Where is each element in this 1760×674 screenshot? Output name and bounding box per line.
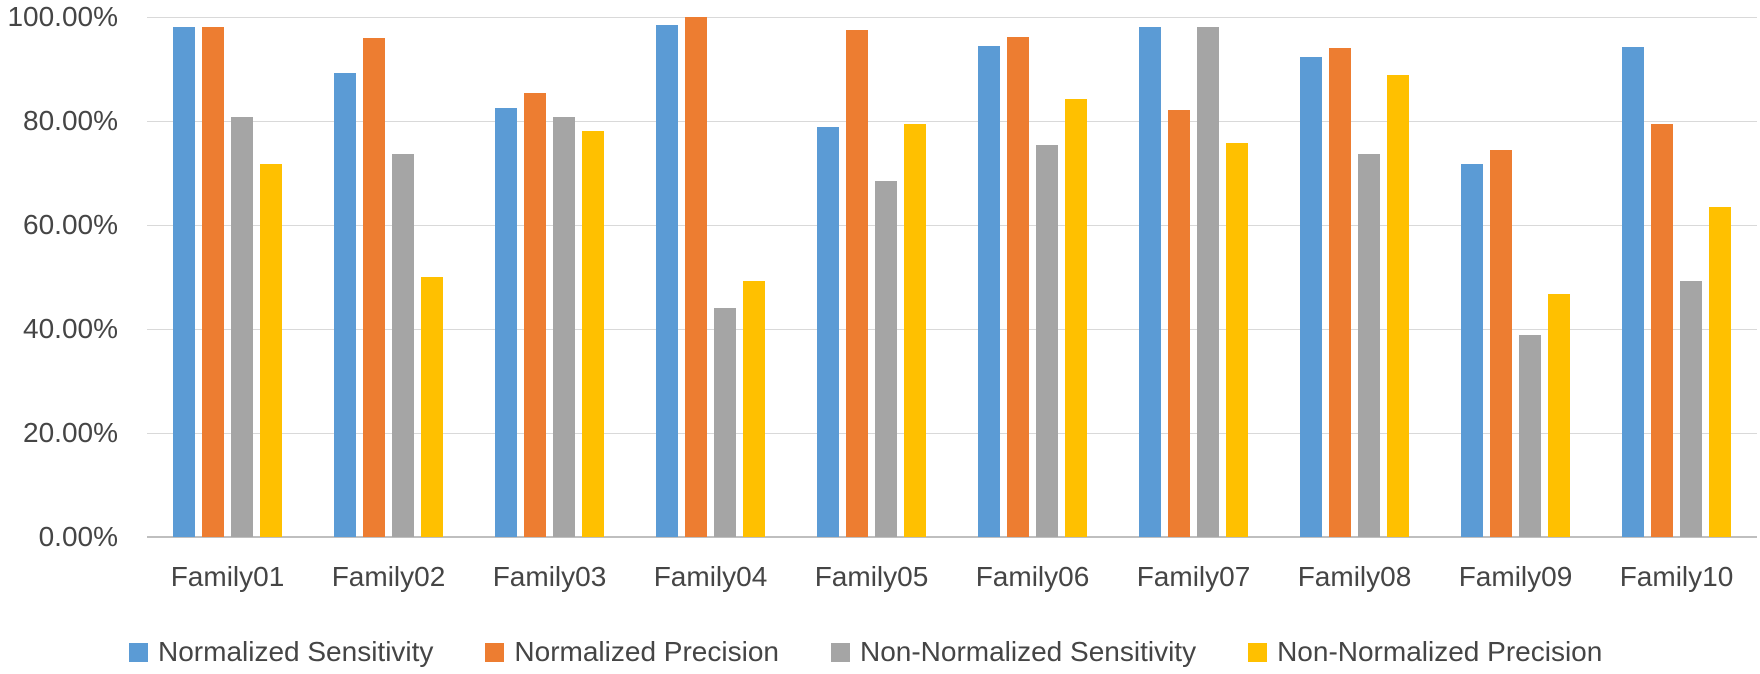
bar-group-family07 bbox=[1113, 17, 1274, 537]
legend-swatch-icon bbox=[830, 642, 850, 662]
bar-group-family04 bbox=[630, 17, 791, 537]
x-tick-label-family01: Family01 bbox=[170, 561, 285, 592]
bar-family02-normalized-sensitivity bbox=[334, 72, 356, 537]
bar-groups bbox=[147, 17, 1757, 537]
y-tick-label-0: 0.00% bbox=[38, 521, 118, 552]
bar-group-family01 bbox=[147, 17, 308, 537]
gridline-80 bbox=[147, 121, 1757, 122]
x-tick-label-family06: Family06 bbox=[975, 561, 1090, 592]
bar-family08-normalized-sensitivity bbox=[1300, 56, 1322, 537]
x-tick-label-family07: Family07 bbox=[1136, 561, 1251, 592]
bar-group-family10 bbox=[1596, 17, 1757, 537]
x-tick-label-family10: Family10 bbox=[1619, 561, 1734, 592]
gridline-40 bbox=[147, 329, 1757, 330]
bar-family06-normalized-precision bbox=[1007, 36, 1029, 537]
bar-group-family09 bbox=[1435, 17, 1596, 537]
x-tick-label-family09: Family09 bbox=[1458, 561, 1573, 592]
bar-family04-normalized-sensitivity bbox=[656, 24, 678, 537]
bar-family05-non-normalized-sensitivity bbox=[875, 181, 897, 537]
bar-group-family06 bbox=[952, 17, 1113, 537]
legend: Normalized Sensitivity Normalized Precisi… bbox=[129, 634, 1602, 670]
legend-label: Non-Normalized Sensitivity bbox=[859, 636, 1197, 667]
bar-family01-normalized-precision bbox=[202, 27, 224, 537]
gridline-20 bbox=[147, 433, 1757, 434]
bar-family09-normalized-precision bbox=[1490, 150, 1512, 537]
bar-family10-non-normalized-sensitivity bbox=[1680, 281, 1702, 537]
y-tick-label-20: 20.00% bbox=[23, 417, 118, 448]
bar-group-family08 bbox=[1274, 17, 1435, 537]
bar-family03-normalized-sensitivity bbox=[495, 108, 517, 537]
bar-family07-normalized-sensitivity bbox=[1139, 27, 1161, 537]
bar-family08-normalized-precision bbox=[1329, 48, 1351, 537]
legend-label: Normalized Precision bbox=[514, 636, 779, 667]
bar-family02-non-normalized-sensitivity bbox=[392, 153, 414, 537]
bar-family05-normalized-sensitivity bbox=[817, 126, 839, 537]
y-tick-label-40: 40.00% bbox=[23, 313, 118, 344]
bar-family08-non-normalized-precision bbox=[1387, 75, 1409, 537]
bar-family04-normalized-precision bbox=[685, 17, 707, 537]
legend-entry-normalized-sensitivity: Normalized Sensitivity bbox=[129, 634, 433, 670]
bar-family02-non-normalized-precision bbox=[421, 277, 443, 537]
bar-family07-non-normalized-sensitivity bbox=[1197, 27, 1219, 537]
gridline-100 bbox=[147, 17, 1757, 18]
x-tick-label-family03: Family03 bbox=[492, 561, 607, 592]
legend-swatch-icon bbox=[485, 642, 505, 662]
plot-area bbox=[147, 17, 1757, 538]
y-tick-label-60: 60.00% bbox=[23, 209, 118, 240]
bar-family03-non-normalized-precision bbox=[582, 131, 604, 537]
x-tick-label-family08: Family08 bbox=[1297, 561, 1412, 592]
bar-family10-normalized-precision bbox=[1651, 124, 1673, 537]
bar-group-family03 bbox=[469, 17, 630, 537]
y-tick-label-100: 100.00% bbox=[7, 1, 118, 32]
bar-family03-non-normalized-sensitivity bbox=[553, 117, 575, 537]
bar-group-family02 bbox=[308, 17, 469, 537]
y-tick-label-80: 80.00% bbox=[23, 105, 118, 136]
bar-family05-non-normalized-precision bbox=[904, 124, 926, 537]
legend-swatch-icon bbox=[129, 642, 148, 662]
legend-label: Normalized Sensitivity bbox=[158, 636, 434, 667]
legend-entry-normalized-precision: Normalized Precision bbox=[485, 634, 779, 670]
bar-family10-normalized-sensitivity bbox=[1622, 46, 1644, 537]
bar-family09-non-normalized-precision bbox=[1548, 293, 1570, 537]
bar-family02-normalized-precision bbox=[363, 37, 385, 537]
bar-family09-non-normalized-sensitivity bbox=[1519, 335, 1541, 537]
bar-family01-non-normalized-precision bbox=[260, 163, 282, 537]
legend-label: Non-Normalized Precision bbox=[1277, 636, 1603, 667]
bar-family07-normalized-precision bbox=[1168, 109, 1190, 537]
bar-family04-non-normalized-sensitivity bbox=[714, 308, 736, 537]
bar-family05-normalized-precision bbox=[846, 30, 868, 537]
x-tick-label-family05: Family05 bbox=[814, 561, 929, 592]
legend-entry-non-normalized-sensitivity: Non-Normalized Sensitivity bbox=[830, 634, 1197, 670]
bar-family08-non-normalized-sensitivity bbox=[1358, 153, 1380, 537]
x-tick-label-family04: Family04 bbox=[653, 561, 768, 592]
bar-family04-non-normalized-precision bbox=[743, 281, 765, 537]
x-tick-label-family02: Family02 bbox=[331, 561, 446, 592]
x-axis: Family01 Family02 Family03 Family04 Family05… bbox=[147, 559, 1757, 595]
bar-family06-non-normalized-precision bbox=[1065, 99, 1087, 537]
gridline-60 bbox=[147, 225, 1757, 226]
bar-family01-normalized-sensitivity bbox=[173, 27, 195, 537]
bar-family06-non-normalized-sensitivity bbox=[1036, 145, 1058, 537]
bar-family06-normalized-sensitivity bbox=[978, 46, 1000, 537]
x-axis-line bbox=[147, 536, 1757, 538]
legend-swatch-icon bbox=[1248, 642, 1268, 662]
bar-group-family05 bbox=[791, 17, 952, 537]
legend-entry-non-normalized-precision: Non-Normalized Precision bbox=[1248, 634, 1602, 670]
bar-family03-normalized-precision bbox=[524, 92, 546, 537]
bar-family01-non-normalized-sensitivity bbox=[231, 117, 253, 537]
bar-family09-normalized-sensitivity bbox=[1461, 163, 1483, 537]
bar-family10-non-normalized-precision bbox=[1709, 206, 1731, 537]
bar-family07-non-normalized-precision bbox=[1226, 143, 1248, 537]
